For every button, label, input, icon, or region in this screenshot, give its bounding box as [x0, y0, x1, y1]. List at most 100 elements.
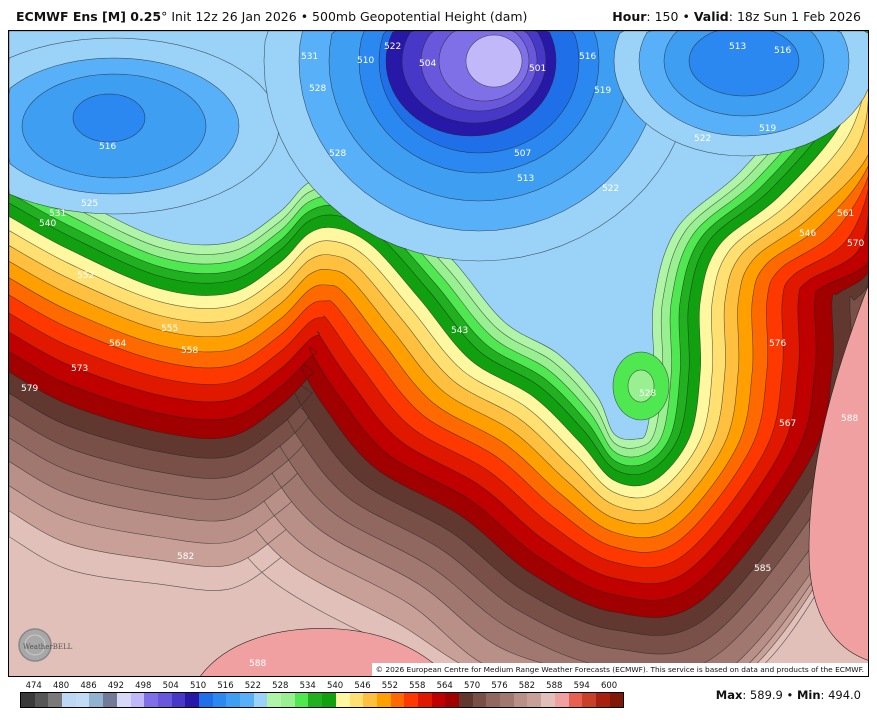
valid-value: : 18z Sun 1 Feb 2026	[728, 9, 861, 24]
colorbar-swatch	[500, 693, 514, 707]
colorbar-swatch	[527, 693, 542, 707]
colorbar-swatch	[445, 693, 459, 707]
colorbar-swatch	[185, 693, 199, 707]
hour-value: : 150	[646, 9, 679, 24]
svg-text:WeatherBELL: WeatherBELL	[23, 643, 73, 651]
colorbar-swatch	[240, 693, 254, 707]
colorbar-label: 528	[272, 681, 289, 691]
colorbar-label: 480	[52, 681, 70, 691]
contour-label: 516	[579, 52, 596, 62]
contour-label: 570	[847, 239, 864, 249]
min-value: : 494.0	[820, 688, 861, 702]
contour-label: 588	[249, 659, 266, 669]
contour-label: 552	[77, 271, 94, 281]
colorbar-label: 564	[436, 681, 453, 691]
colorbar-swatch	[404, 693, 418, 707]
colorbar-label: 534	[299, 681, 316, 691]
colorbar-label: 516	[217, 681, 234, 691]
contour-label: 519	[759, 124, 776, 134]
colorbar-label: 546	[354, 681, 371, 691]
contour-label: 516	[99, 142, 116, 152]
colorbar-swatch	[89, 693, 104, 707]
contour-label: 579	[21, 384, 38, 394]
colorbar-label: 540	[326, 681, 344, 691]
colorbar-swatch	[390, 693, 405, 707]
map-title: ECMWF Ens [M] 0.25° Init 12z 26 Jan 2026…	[16, 9, 527, 24]
arctic-low	[465, 34, 523, 88]
colorbar-swatch	[34, 693, 49, 707]
contour-label: 525	[81, 199, 98, 209]
height-map: 522 531 528 516 525 531 540 552 555 564 558 573 579 5…	[8, 30, 869, 677]
min-label: Min	[796, 688, 821, 702]
contour-label: 564	[109, 339, 126, 349]
hour-label: Hour	[612, 9, 647, 24]
colorbar-swatch	[322, 693, 336, 707]
colorbar-labels: 474 480 486 492 498 504 510 516 522 528 534 540 546 5…	[0, 681, 640, 693]
colorbar-label: 522	[244, 681, 262, 691]
contour-label: 573	[71, 364, 88, 374]
colorbar-swatch	[294, 693, 309, 707]
colorbar-swatch	[582, 693, 596, 707]
colorbar-label: 552	[381, 681, 399, 691]
contour-label: 528	[309, 84, 326, 94]
colorbar-label: 600	[600, 681, 618, 691]
colorbar-swatch	[75, 693, 90, 707]
model-name: ECMWF Ens [M] 0.25	[16, 9, 162, 24]
valid-time: Hour: 150 • Valid: 18z Sun 1 Feb 2026	[612, 9, 861, 24]
colorbar-swatch	[554, 693, 569, 707]
colorbar-label: 558	[409, 681, 426, 691]
contour-label: 561	[837, 209, 854, 219]
colorbar-swatch	[431, 693, 446, 707]
colorbar-label: 510	[189, 681, 207, 691]
colorbar-label: 504	[162, 681, 179, 691]
max-label: Max	[715, 688, 743, 702]
contour-label: 567	[779, 419, 796, 429]
colorbar-swatch	[253, 693, 268, 707]
contour-label: 522	[694, 134, 711, 144]
contour-label: 555	[161, 324, 178, 334]
colorbar-swatch	[198, 693, 213, 707]
colorbar-swatch	[459, 693, 473, 707]
colorbar-swatch	[62, 693, 76, 707]
weatherbell-logo: WeatherBELL	[18, 628, 73, 662]
colorbar-label: 474	[25, 681, 42, 691]
contour-label: 522	[602, 184, 619, 194]
degree-sign: °	[161, 9, 168, 24]
contour-label: 558	[181, 346, 198, 356]
pacific-low	[72, 93, 146, 143]
contour-label: 582	[177, 552, 194, 562]
product-name: 500mb Geopotential Height (dam)	[312, 9, 528, 24]
separator: •	[682, 9, 690, 24]
colorbar-swatch	[281, 693, 295, 707]
colorbar-swatch	[267, 693, 282, 707]
init-time: Init 12z 26 Jan 2026	[171, 9, 297, 24]
copyright-notice: © 2026 European Centre for Medium Range …	[371, 663, 868, 676]
contour-label: 546	[799, 229, 816, 239]
contour-label: 543	[451, 326, 468, 336]
colorbar-swatch	[349, 693, 364, 707]
colorbar-swatch	[48, 693, 63, 707]
colorbar-swatch	[541, 693, 555, 707]
colorbar-swatch	[171, 693, 186, 707]
separator: •	[786, 688, 794, 702]
contour-map: 5225315285165255315405525555645585735795…	[9, 31, 868, 676]
colorbar-label: 486	[80, 681, 97, 691]
colorbar-swatch	[417, 693, 432, 707]
colorbar-label: 492	[107, 681, 125, 691]
colorbar-swatch	[609, 693, 624, 707]
colorbar-swatch	[568, 693, 583, 707]
colorbar-swatch	[116, 693, 131, 707]
contour-label: 576	[769, 339, 786, 349]
colorbar-swatch	[376, 693, 391, 707]
colorbar-label: 588	[546, 681, 563, 691]
colorbar-label: 594	[573, 681, 590, 691]
separator: •	[300, 9, 309, 24]
colorbar-swatch	[513, 693, 528, 707]
colorbar-swatch	[226, 693, 240, 707]
colorbar-label: 570	[463, 681, 481, 691]
contour-label: 540	[39, 219, 56, 229]
colorbar-swatch	[144, 693, 158, 707]
atlantic-low	[688, 31, 800, 97]
colorbar-swatch	[595, 693, 610, 707]
colorbar-swatch	[335, 693, 350, 707]
